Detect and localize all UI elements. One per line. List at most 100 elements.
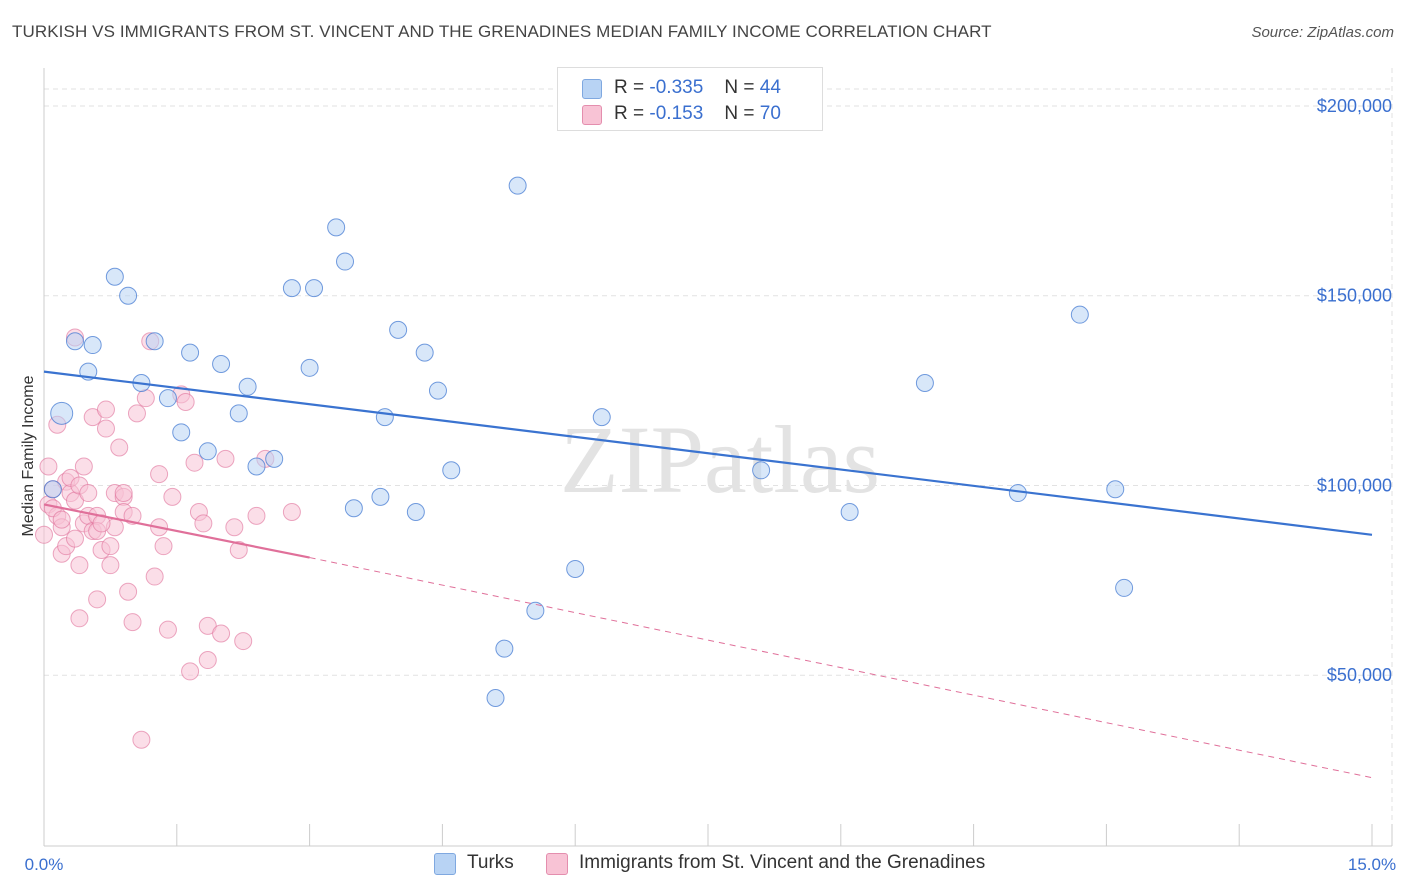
point-turks xyxy=(172,423,191,442)
point-turks xyxy=(300,358,319,377)
point-turks xyxy=(508,176,527,195)
point-immigrants xyxy=(65,529,84,548)
point-turks xyxy=(229,404,248,423)
turks-legend-swatch-icon xyxy=(434,853,456,875)
point-turks xyxy=(526,601,545,620)
point-turks xyxy=(327,218,346,237)
point-turks xyxy=(442,461,461,480)
point-turks xyxy=(592,408,611,427)
point-immigrants xyxy=(216,449,235,468)
point-turks xyxy=(375,408,394,427)
point-turks xyxy=(305,279,324,298)
point-immigrants xyxy=(154,537,173,556)
y-tick-label: $150,000 xyxy=(1317,286,1392,306)
point-immigrants xyxy=(119,582,138,601)
y-tick-label: $100,000 xyxy=(1317,475,1392,495)
point-turks xyxy=(282,279,301,298)
legend-label-turks: Turks xyxy=(467,852,514,873)
point-immigrants xyxy=(110,438,129,457)
series-pink-points xyxy=(35,328,301,749)
r-value-turks: -0.335 xyxy=(649,77,704,98)
trendline-turks xyxy=(43,370,1373,536)
point-turks xyxy=(915,373,934,392)
point-turks xyxy=(1070,305,1089,324)
point-immigrants xyxy=(132,730,151,749)
chart-title: TURKISH VS IMMIGRANTS FROM ST. VINCENT A… xyxy=(12,22,992,41)
point-immigrants xyxy=(176,392,195,411)
point-turks xyxy=(65,332,84,351)
point-immigrants xyxy=(163,487,182,506)
point-turks xyxy=(43,480,62,499)
r-label: R = xyxy=(614,77,645,98)
point-turks xyxy=(415,343,434,362)
point-turks xyxy=(336,252,355,271)
point-turks xyxy=(1115,578,1134,597)
point-turks xyxy=(212,355,231,374)
point-immigrants xyxy=(70,556,89,575)
stats-box: R = -0.335 N = 44 R = -0.153 N = 70 xyxy=(557,67,823,131)
n-label: N = xyxy=(724,77,755,98)
point-turks xyxy=(344,499,363,518)
point-immigrants xyxy=(247,506,266,525)
point-turks xyxy=(566,559,585,578)
point-immigrants xyxy=(101,556,120,575)
r-label: R = xyxy=(614,103,645,124)
turks-swatch-icon xyxy=(582,79,602,99)
point-turks xyxy=(119,286,138,305)
point-immigrants xyxy=(225,518,244,537)
point-turks xyxy=(406,503,425,522)
point-turks xyxy=(181,343,200,362)
point-immigrants xyxy=(282,503,301,522)
point-immigrants xyxy=(181,662,200,681)
n-label: N = xyxy=(724,103,755,124)
trendline-immigrants-extension xyxy=(309,557,1373,779)
point-immigrants xyxy=(194,514,213,533)
point-immigrants xyxy=(212,624,231,643)
watermark: ZIPatlas xyxy=(560,406,880,513)
point-turks xyxy=(198,442,217,461)
point-immigrants xyxy=(136,389,155,408)
point-immigrants xyxy=(70,609,89,628)
point-turks xyxy=(83,336,102,355)
point-immigrants xyxy=(145,567,164,586)
point-turks xyxy=(145,332,164,351)
y-tick-labels: $50,000 $100,000 $150,000 $200,000 xyxy=(1317,96,1392,685)
y-tick-label: $200,000 xyxy=(1317,96,1392,116)
y-axis-label: Median Family Income xyxy=(20,375,37,536)
point-turks xyxy=(238,377,257,396)
immigrants-swatch-icon xyxy=(582,105,602,125)
n-value-turks: 44 xyxy=(759,77,781,98)
point-immigrants xyxy=(88,590,107,609)
grid-lines xyxy=(44,68,1393,846)
immigrants-legend-swatch-icon xyxy=(546,853,568,875)
point-turks xyxy=(486,688,505,707)
point-turks xyxy=(105,267,124,286)
point-immigrants xyxy=(123,506,142,525)
r-value-immigrants: -0.153 xyxy=(649,103,704,124)
point-immigrants xyxy=(96,419,115,438)
legend-label-immigrants: Immigrants from St. Vincent and the Gren… xyxy=(579,852,986,873)
point-turks xyxy=(840,503,859,522)
point-turks xyxy=(371,487,390,506)
point-turks xyxy=(752,461,771,480)
point-turks xyxy=(158,389,177,408)
point-turks xyxy=(495,639,514,658)
point-immigrants xyxy=(35,525,53,544)
point-turks xyxy=(389,320,408,339)
point-immigrants xyxy=(123,613,142,632)
trend-lines xyxy=(43,370,1373,779)
x-tick-label-max: 15.0% xyxy=(1348,855,1396,874)
point-immigrants xyxy=(101,537,120,556)
series-blue-points xyxy=(43,176,1134,707)
point-immigrants xyxy=(74,457,93,476)
x-tick-label-min: 0.0% xyxy=(25,855,64,874)
point-immigrants xyxy=(229,540,248,559)
point-immigrants xyxy=(79,484,98,503)
point-immigrants xyxy=(185,453,204,472)
point-immigrants xyxy=(198,651,217,670)
point-immigrants xyxy=(114,484,133,503)
point-turks xyxy=(50,401,74,425)
point-turks xyxy=(1106,480,1125,499)
y-tick-label: $50,000 xyxy=(1327,665,1392,685)
